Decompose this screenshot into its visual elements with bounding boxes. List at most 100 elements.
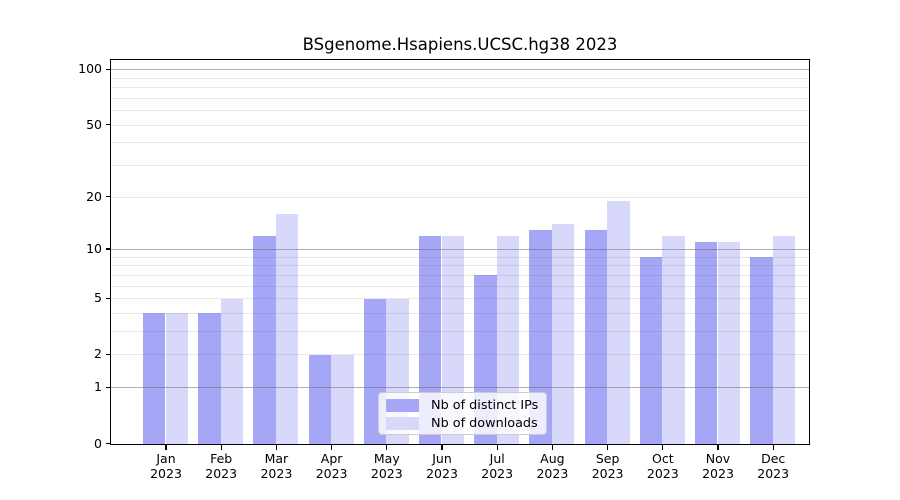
x-tick — [551, 445, 554, 450]
bar-downloads-feb — [220, 298, 244, 444]
grid-layer — [111, 60, 809, 444]
x-tick-label: Oct 2023 — [631, 451, 695, 481]
x-tick-label-year: 2023 — [426, 465, 458, 481]
x-tick-label-month: May — [373, 451, 400, 466]
y-tick-label: 50 — [86, 116, 102, 132]
bar-distinct-ips-apr — [308, 354, 332, 444]
bar-distinct-ips-oct — [639, 257, 663, 444]
gridline-minor — [111, 256, 809, 258]
x-tick-label-month: Jan — [156, 451, 176, 466]
bar-downloads-apr — [331, 354, 354, 444]
x-tick — [220, 445, 222, 450]
gridline-minor — [111, 87, 809, 89]
bar-downloads-sep — [607, 201, 630, 444]
legend: Nb of distinct IPs Nb of downloads — [378, 392, 547, 435]
bar-downloads-aug — [551, 224, 575, 444]
x-tick-label-year: 2023 — [757, 465, 790, 481]
bar-downloads-jan — [165, 313, 189, 444]
bar-downloads-dec — [772, 235, 796, 444]
legend-item-downloads: Nb of downloads — [386, 415, 546, 432]
x-tick-label-month: Oct — [651, 451, 674, 466]
y-tick-label: 1 — [94, 379, 102, 395]
gridline-minor — [111, 97, 809, 99]
legend-label-downloads: Nb of downloads — [431, 416, 538, 431]
x-tick-label-month: Jul — [489, 451, 505, 466]
gridline-minor — [111, 110, 809, 112]
x-tick — [330, 445, 333, 450]
x-tick — [165, 445, 167, 450]
x-tick-label-year: 2023 — [260, 465, 293, 481]
x-tick-label-year: 2023 — [315, 465, 348, 481]
bar-downloads-oct — [662, 235, 685, 444]
x-tick-label-month: Feb — [210, 451, 233, 466]
x-tick — [275, 445, 278, 450]
x-tick-label: Sep 2023 — [576, 451, 640, 481]
y-tick-label: 20 — [86, 188, 102, 204]
y-tick-label: 0 — [94, 435, 102, 451]
x-tick-label-year: 2023 — [481, 465, 514, 481]
chart-title: BSgenome.Hsapiens.UCSC.hg38 2023 — [302, 35, 618, 54]
bar-distinct-ips-jan — [142, 313, 166, 444]
x-tick-label-year: 2023 — [536, 465, 569, 481]
gridline-major — [111, 387, 809, 389]
gridline-minor — [111, 196, 809, 198]
x-tick-label-year: 2023 — [370, 465, 403, 481]
x-tick-label: Apr 2023 — [300, 451, 364, 481]
x-tick-label-month: Aug — [540, 451, 565, 466]
x-tick-label-month: Nov — [705, 451, 731, 466]
gridline-minor — [111, 312, 809, 314]
x-tick-label-year: 2023 — [646, 465, 679, 481]
x-tick — [496, 445, 498, 450]
x-tick-label-year: 2023 — [150, 465, 182, 481]
bar-distinct-ips-feb — [198, 313, 221, 444]
gridline-minor — [111, 354, 809, 356]
gridline-minor — [111, 265, 809, 267]
gridline-minor — [111, 77, 809, 79]
y-tick-label: 2 — [94, 346, 102, 362]
x-tick-label: Jan 2023 — [134, 451, 198, 481]
x-tick-label: Nov 2023 — [686, 451, 750, 481]
legend-swatch-downloads — [386, 417, 419, 430]
y-tick-label: 100 — [78, 61, 102, 77]
x-tick — [772, 445, 774, 450]
gridline-minor — [111, 331, 809, 333]
gridline-minor — [111, 285, 809, 287]
x-tick-label-year: 2023 — [702, 465, 734, 481]
bar-distinct-ips-sep — [584, 229, 608, 444]
x-tick — [662, 445, 664, 450]
y-tick-label: 10 — [86, 241, 102, 257]
bar-distinct-ips-dec — [750, 257, 773, 444]
gridline-minor — [111, 124, 809, 126]
x-tick-label: Mar 2023 — [244, 451, 308, 481]
bar-downloads-nov — [717, 242, 741, 444]
x-tick — [606, 445, 609, 450]
x-tick — [717, 445, 719, 450]
bar-distinct-ips-nov — [694, 242, 718, 444]
x-tick-label-year: 2023 — [205, 465, 238, 481]
x-tick-label-month: Apr — [320, 451, 343, 466]
x-tick — [441, 445, 443, 450]
y-tick-label: 5 — [94, 290, 102, 306]
x-tick-label-month: Jun — [432, 451, 452, 466]
bar-downloads-mar — [275, 214, 299, 444]
gridline-minor — [111, 298, 809, 300]
x-tick-label-month: Sep — [595, 451, 620, 466]
x-tick — [386, 445, 388, 450]
gridline-minor — [111, 165, 809, 166]
x-tick-label: May 2023 — [355, 451, 419, 481]
bars-layer — [111, 60, 809, 444]
legend-swatch-distinct-ips — [386, 399, 419, 412]
x-tick-label-month: Dec — [761, 451, 786, 466]
gridline-major — [111, 249, 809, 251]
x-tick-label-month: Mar — [264, 451, 289, 466]
gridline-minor — [111, 274, 809, 276]
bar-distinct-ips-mar — [253, 235, 276, 444]
gridline-minor — [111, 142, 809, 144]
x-tick-label: Feb 2023 — [189, 451, 253, 481]
x-tick-label-year: 2023 — [591, 465, 624, 481]
x-tick-label: Dec 2023 — [741, 451, 805, 481]
x-tick-label: Jul 2023 — [465, 451, 529, 481]
legend-item-distinct-ips: Nb of distinct IPs — [386, 397, 546, 414]
x-tick-label: Jun 2023 — [410, 451, 474, 481]
